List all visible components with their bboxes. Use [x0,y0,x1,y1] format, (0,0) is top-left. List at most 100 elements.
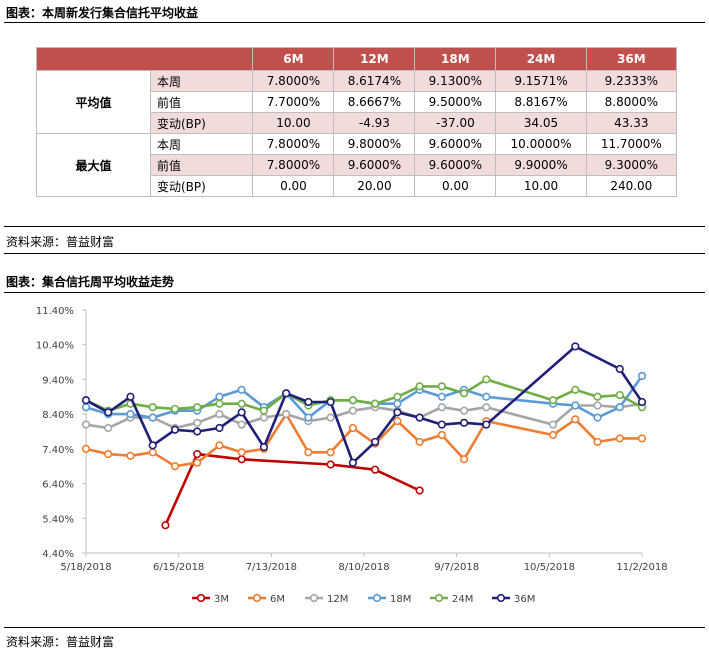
table-cell: 43.33 [585,112,678,134]
data-point [326,448,335,457]
table-cell: -4.93 [333,112,416,134]
table-header-6m: 6M [252,47,335,71]
table-row: 前值 7.7000% 8.6667% 9.5000% 8.8167% 8.800… [37,91,678,113]
data-point [282,410,291,419]
data-point [393,392,402,401]
data-point [548,420,558,429]
data-point [415,382,424,391]
data-point [571,385,580,394]
data-point [615,403,624,412]
table-row: 最大值 本周 7.8000% 9.8000% 9.6000% 10.0000% … [36,133,678,197]
table-header-36m: 36M [585,47,678,71]
data-point [193,427,202,436]
data-point [304,413,313,422]
data-point [259,406,269,415]
data-point [148,448,157,457]
data-point [282,389,291,398]
data-point [104,408,113,417]
data-point [415,413,424,422]
data-point [126,451,135,460]
data-point [393,408,402,417]
data-point [170,404,180,414]
data-point [193,449,202,459]
data-point [393,416,402,426]
data-point [193,418,202,427]
data-point [615,390,624,400]
table-cell: 9.6000% [414,154,497,176]
data-point [237,455,246,464]
series-6m [81,410,647,471]
table-cell: 8.8167% [495,91,587,113]
row-label: 本周 [149,70,254,92]
legend-item-6m: 6M [248,593,285,605]
table-cell: 10.00 [495,175,587,197]
legend-label: 18M [390,594,411,605]
data-point [571,401,580,410]
legend-swatch-marker [496,593,506,603]
series-line-3m [164,452,421,526]
table-cell: 9.3000% [585,154,678,176]
data-point [81,396,91,405]
table-cell: 7.7000% [252,91,335,113]
table-cell: 8.6667% [333,91,416,113]
data-point [637,371,647,381]
legend-label: 12M [327,594,348,605]
data-point [415,486,424,495]
table-row: 变动(BP) 10.00 -4.93 -37.00 34.05 43.33 [37,112,678,134]
row-label: 前值 [149,91,254,113]
table-bottom-rule [4,226,705,227]
group-label-max: 最大值 [36,133,151,197]
table-cell: 8.6174% [333,70,416,92]
data-point [393,399,402,408]
data-point [593,392,602,401]
legend-swatch-marker [252,593,262,603]
y-axis: 4.40% 5.40% 6.40% 7.40% 8.40% 9.40% 10.40% 11.4… [36,306,87,560]
table-cell: 240.00 [585,175,678,197]
yield-trend-chart: 4.40% 5.40% 6.40% 7.40% 8.40% 9.40% 10.40% 11.4… [36,306,668,605]
x-tick-label: 6/15/2018 [153,562,204,573]
legend-item-18m: 18M [368,593,411,605]
y-tick-label: 6.40% [42,480,74,491]
data-point [81,420,91,429]
legend-swatch-marker [434,593,444,603]
data-point [371,437,380,447]
series-line-24m [85,378,643,412]
data-point [348,406,357,415]
table-cell: 7.8000% [252,133,335,155]
row-label: 变动(BP) [149,112,254,134]
y-tick-label: 11.40% [36,306,74,317]
table-header-blank [35,47,254,71]
data-point [459,455,469,464]
y-tick-label: 10.40% [36,341,74,352]
data-point [571,342,580,351]
data-point [348,423,357,433]
data-point [304,448,313,457]
data-point [371,465,380,474]
data-point [148,413,157,422]
legend-label: 24M [452,594,473,605]
y-tick-label: 5.40% [42,514,74,525]
row-label: 前值 [149,154,254,176]
y-tick-label: 4.40% [42,549,74,560]
table-cell: 0.00 [252,175,335,197]
table-cell: 11.7000% [585,133,678,155]
series-36m [81,342,647,467]
data-point [215,423,224,433]
data-point [237,408,246,417]
y-tick-label: 9.40% [42,375,74,386]
table-cell: 7.8000% [252,154,335,176]
data-point [259,443,269,452]
y-tick-label: 8.40% [42,410,74,421]
chart-source-note: 资料来源：普益财富 [6,635,115,649]
data-point [104,423,113,433]
data-point [615,434,624,443]
data-point [148,441,157,450]
data-point [193,403,202,412]
data-point [215,392,224,401]
data-point [593,437,602,447]
data-point [259,413,269,422]
data-point [126,410,135,419]
y-tick-label: 7.40% [42,445,74,456]
data-point [148,403,157,412]
data-point [161,521,170,530]
